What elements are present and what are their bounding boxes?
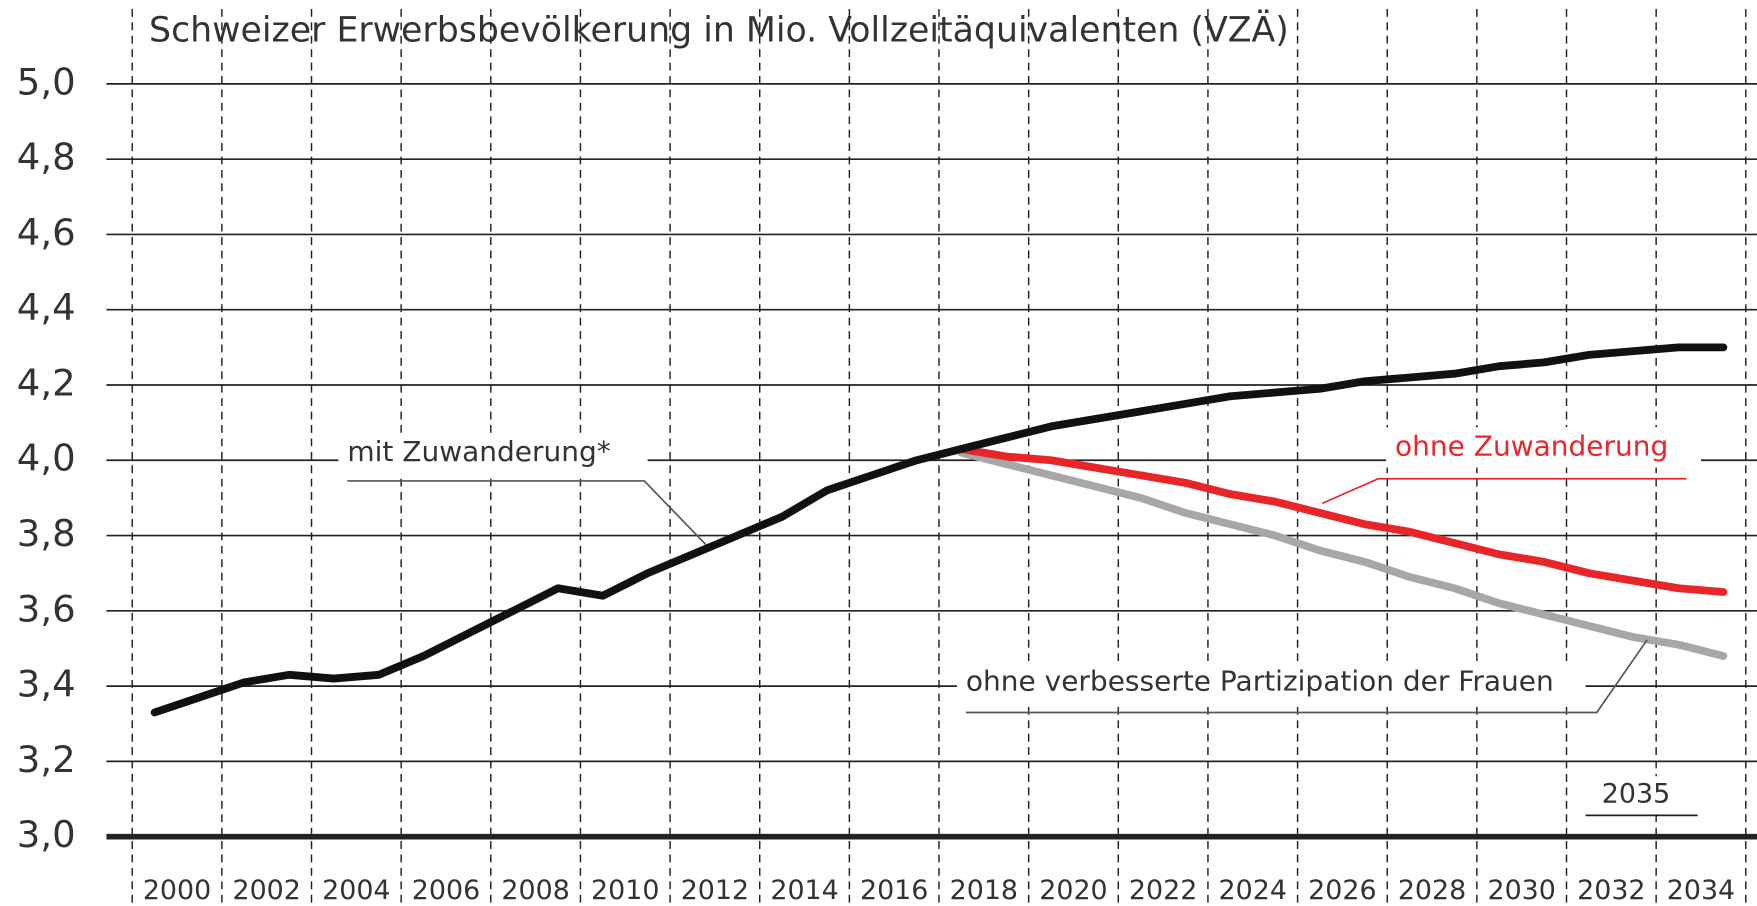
x-tick-label: 2004 <box>322 875 390 906</box>
x-tick-label: 2020 <box>1039 875 1107 906</box>
x-tick-label: 2006 <box>412 875 480 906</box>
y-tick-label: 4,2 <box>17 362 76 405</box>
annotation: 2035 <box>1602 779 1670 810</box>
x-tick-label: 2018 <box>950 875 1018 906</box>
x-tick-label: 2000 <box>143 875 211 906</box>
y-tick-label: 3,0 <box>17 813 76 856</box>
x-tick-label: 2012 <box>681 875 749 906</box>
y-tick-label: 3,6 <box>17 587 76 630</box>
x-tick-label: 2028 <box>1398 875 1466 906</box>
y-tick-label: 4,4 <box>17 286 76 329</box>
series-label: ohne verbesserte Partizipation der Fraue… <box>966 664 1554 697</box>
series-label: mit Zuwanderung* <box>347 435 610 468</box>
x-tick-label: 2030 <box>1487 875 1555 906</box>
x-tick-label: 2008 <box>501 875 569 906</box>
x-tick-label: 2016 <box>860 875 928 906</box>
leader-line <box>347 480 707 546</box>
y-tick-label: 4,0 <box>17 437 76 480</box>
series-line <box>957 448 1728 660</box>
series-label: ohne Zuwanderung <box>1395 429 1668 462</box>
x-tick-label: 2034 <box>1667 875 1735 906</box>
x-tick-label: 2014 <box>770 875 838 906</box>
x-tick-label: 2032 <box>1577 875 1645 906</box>
y-tick-label: 5,0 <box>17 60 76 103</box>
leader-line <box>1321 477 1687 505</box>
leader-line <box>965 639 1648 714</box>
x-tick-label: 2002 <box>232 875 300 906</box>
x-tick-label: 2022 <box>1129 875 1197 906</box>
series-line <box>150 343 1728 717</box>
x-tick-label: 2024 <box>1219 875 1287 906</box>
annotation-background <box>1588 776 1690 813</box>
x-tick-label: 2026 <box>1308 875 1376 906</box>
y-tick-label: 3,8 <box>17 512 76 555</box>
series-line <box>957 445 1728 596</box>
y-tick-label: 4,8 <box>17 136 76 179</box>
y-tick-label: 4,6 <box>17 211 76 254</box>
label-background <box>956 662 1586 703</box>
x-tick-label: 2010 <box>591 875 659 906</box>
label-background <box>338 432 648 474</box>
chart-title: Schweizer Erwerbsbevölkerung in Mio. Vol… <box>149 8 1289 50</box>
label-background <box>1386 427 1701 468</box>
y-tick-label: 3,2 <box>17 738 76 781</box>
y-tick-label: 3,4 <box>17 663 76 706</box>
